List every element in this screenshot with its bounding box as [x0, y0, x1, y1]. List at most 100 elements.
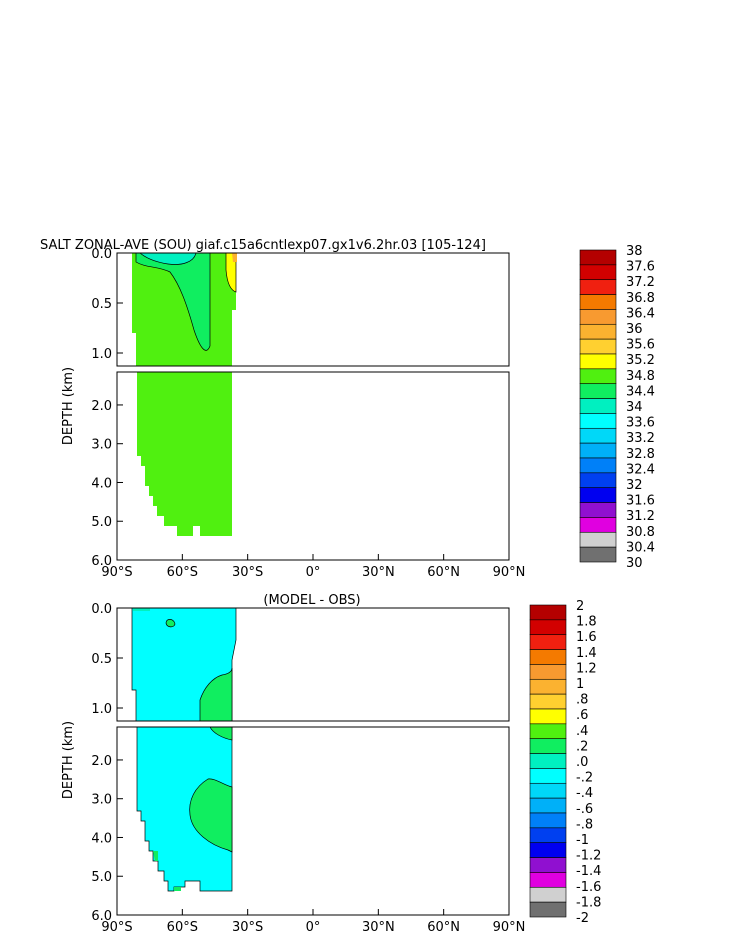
y-tick-label: 1.0 — [91, 702, 112, 717]
difference-field-upper-edge — [133, 608, 150, 611]
colorbar-swatch — [529, 708, 567, 725]
colorbar-label: 34.8 — [626, 369, 655, 384]
colorbar-swatch — [579, 457, 617, 474]
salinity-field-upper-fresh — [135, 252, 211, 351]
salinity-field-upper-salty — [225, 252, 237, 293]
y-tick-label: 0.5 — [91, 652, 112, 667]
colorbar-swatch — [579, 309, 617, 325]
x-tick-label: 30°S — [232, 920, 263, 935]
x-tick-label: 90°N — [493, 920, 526, 935]
colorbar-label: 30 — [626, 556, 643, 571]
colorbar-swatch — [579, 338, 617, 355]
colorbar-swatch — [529, 827, 567, 844]
x-tick-label: 0° — [306, 565, 321, 580]
colorbar-swatch — [529, 842, 567, 858]
colorbar-swatch — [579, 279, 617, 295]
colorbar-label: 36.4 — [626, 306, 655, 321]
colorbar-label: 32.4 — [626, 462, 655, 477]
colorbar-label: -1.8 — [576, 895, 601, 910]
salinity-title: SALT ZONAL-AVE (SOU) giaf.c15a6cntlexp07… — [40, 238, 486, 253]
colorbar-label: .0 — [576, 755, 588, 770]
difference-field-lower-spot-a — [153, 851, 158, 861]
colorbar-label: 1 — [576, 677, 584, 692]
salinity-upper-frame — [116, 252, 510, 367]
colorbar-swatch — [529, 678, 567, 695]
colorbar-swatch — [579, 368, 617, 385]
salinity-field-upper-freshest — [139, 252, 197, 265]
salinity-field-upper-salty-tip — [232, 253, 237, 262]
difference-field-lower-main — [136, 726, 233, 892]
colorbar-label: 1.2 — [576, 661, 597, 676]
difference-upper-field — [131, 607, 237, 722]
x-tick-label: 30°S — [232, 565, 263, 580]
x-tick-label: 60°N — [427, 920, 460, 935]
colorbar-label: 33.2 — [626, 431, 655, 446]
colorbar-label: -.6 — [576, 802, 593, 817]
y-tick-label: 0.5 — [91, 297, 112, 312]
difference-field-lower-positive — [189, 778, 233, 853]
salinity-x-axis: 90°S 60°S 30°S 0° 30°N 60°N 90°N — [101, 554, 525, 580]
colorbar-swatch — [529, 634, 567, 650]
colorbar-swatch — [529, 664, 567, 680]
x-tick-label: 0° — [306, 920, 321, 935]
colorbar-swatch — [579, 502, 617, 518]
colorbar-label: -1.2 — [576, 849, 601, 864]
difference-lower-field — [136, 726, 233, 892]
colorbar-swatch — [579, 323, 617, 340]
colorbar-label: 34 — [626, 400, 643, 415]
colorbar-swatch — [579, 353, 617, 370]
colorbar-label: 36.8 — [626, 291, 655, 306]
colorbar-label: .6 — [576, 708, 588, 723]
colorbar-label: 31.2 — [626, 509, 655, 524]
difference-y-axis: 0.0 0.5 1.0 2.0 3.0 4.0 5.0 6.0 — [91, 602, 123, 924]
salinity-y-axis: 0.0 0.5 1.0 2.0 3.0 4.0 5.0 6.0 — [91, 247, 123, 569]
x-tick-label: 60°S — [167, 920, 198, 935]
x-tick-label: 30°N — [362, 565, 395, 580]
colorbar-label: 1.8 — [576, 615, 597, 630]
salinity-colorbar: 3837.637.236.836.43635.635.234.834.43433… — [579, 244, 655, 571]
colorbar-label: 33.6 — [626, 416, 655, 431]
colorbar-label: 37.6 — [626, 260, 655, 275]
colorbar-swatch — [579, 398, 617, 414]
colorbar-swatch — [529, 619, 567, 636]
colorbar-label: -.8 — [576, 817, 593, 832]
y-tick-label: 5.0 — [91, 515, 112, 530]
colorbar-label: 35.2 — [626, 353, 655, 368]
y-tick-label: 3.0 — [91, 438, 112, 453]
colorbar-label: 2 — [576, 599, 584, 614]
colorbar-label: -1.4 — [576, 864, 601, 879]
colorbar-swatch — [529, 886, 567, 903]
colorbar-label: -.2 — [576, 771, 593, 786]
x-tick-label: 90°S — [101, 565, 132, 580]
colorbar-label: -2 — [576, 911, 589, 926]
x-tick-label: 30°N — [362, 920, 395, 935]
colorbar-label: -1.6 — [576, 880, 601, 895]
colorbar-label: 1.6 — [576, 630, 597, 645]
colorbar-label: .8 — [576, 693, 588, 708]
difference-field-upper-positive — [199, 667, 233, 722]
y-tick-label: 4.0 — [91, 831, 112, 846]
colorbar-swatch — [529, 723, 567, 740]
colorbar-swatch — [529, 872, 567, 888]
x-tick-label: 90°S — [101, 920, 132, 935]
difference-title: (MODEL - OBS) — [263, 593, 360, 608]
colorbar-swatch — [579, 472, 617, 489]
colorbar-swatch — [579, 487, 617, 503]
colorbar-swatch — [579, 531, 617, 548]
colorbar-label: 1.4 — [576, 646, 597, 661]
colorbar-swatch — [579, 546, 617, 563]
y-tick-label: 5.0 — [91, 870, 112, 885]
y-tick-label: 6.0 — [91, 909, 112, 924]
y-tick-label: 0.0 — [91, 602, 112, 617]
difference-field-lower-neck — [209, 726, 233, 741]
x-tick-label: 60°S — [167, 565, 198, 580]
colorbar-label: -.4 — [576, 786, 593, 801]
y-tick-label: 2.0 — [91, 754, 112, 769]
x-tick-label: 90°N — [493, 565, 526, 580]
colorbar-swatch — [529, 693, 567, 710]
y-tick-label: 1.0 — [91, 347, 112, 362]
y-tick-label: 4.0 — [91, 476, 112, 491]
y-tick-label: 6.0 — [91, 554, 112, 569]
colorbar-swatch — [529, 797, 567, 814]
